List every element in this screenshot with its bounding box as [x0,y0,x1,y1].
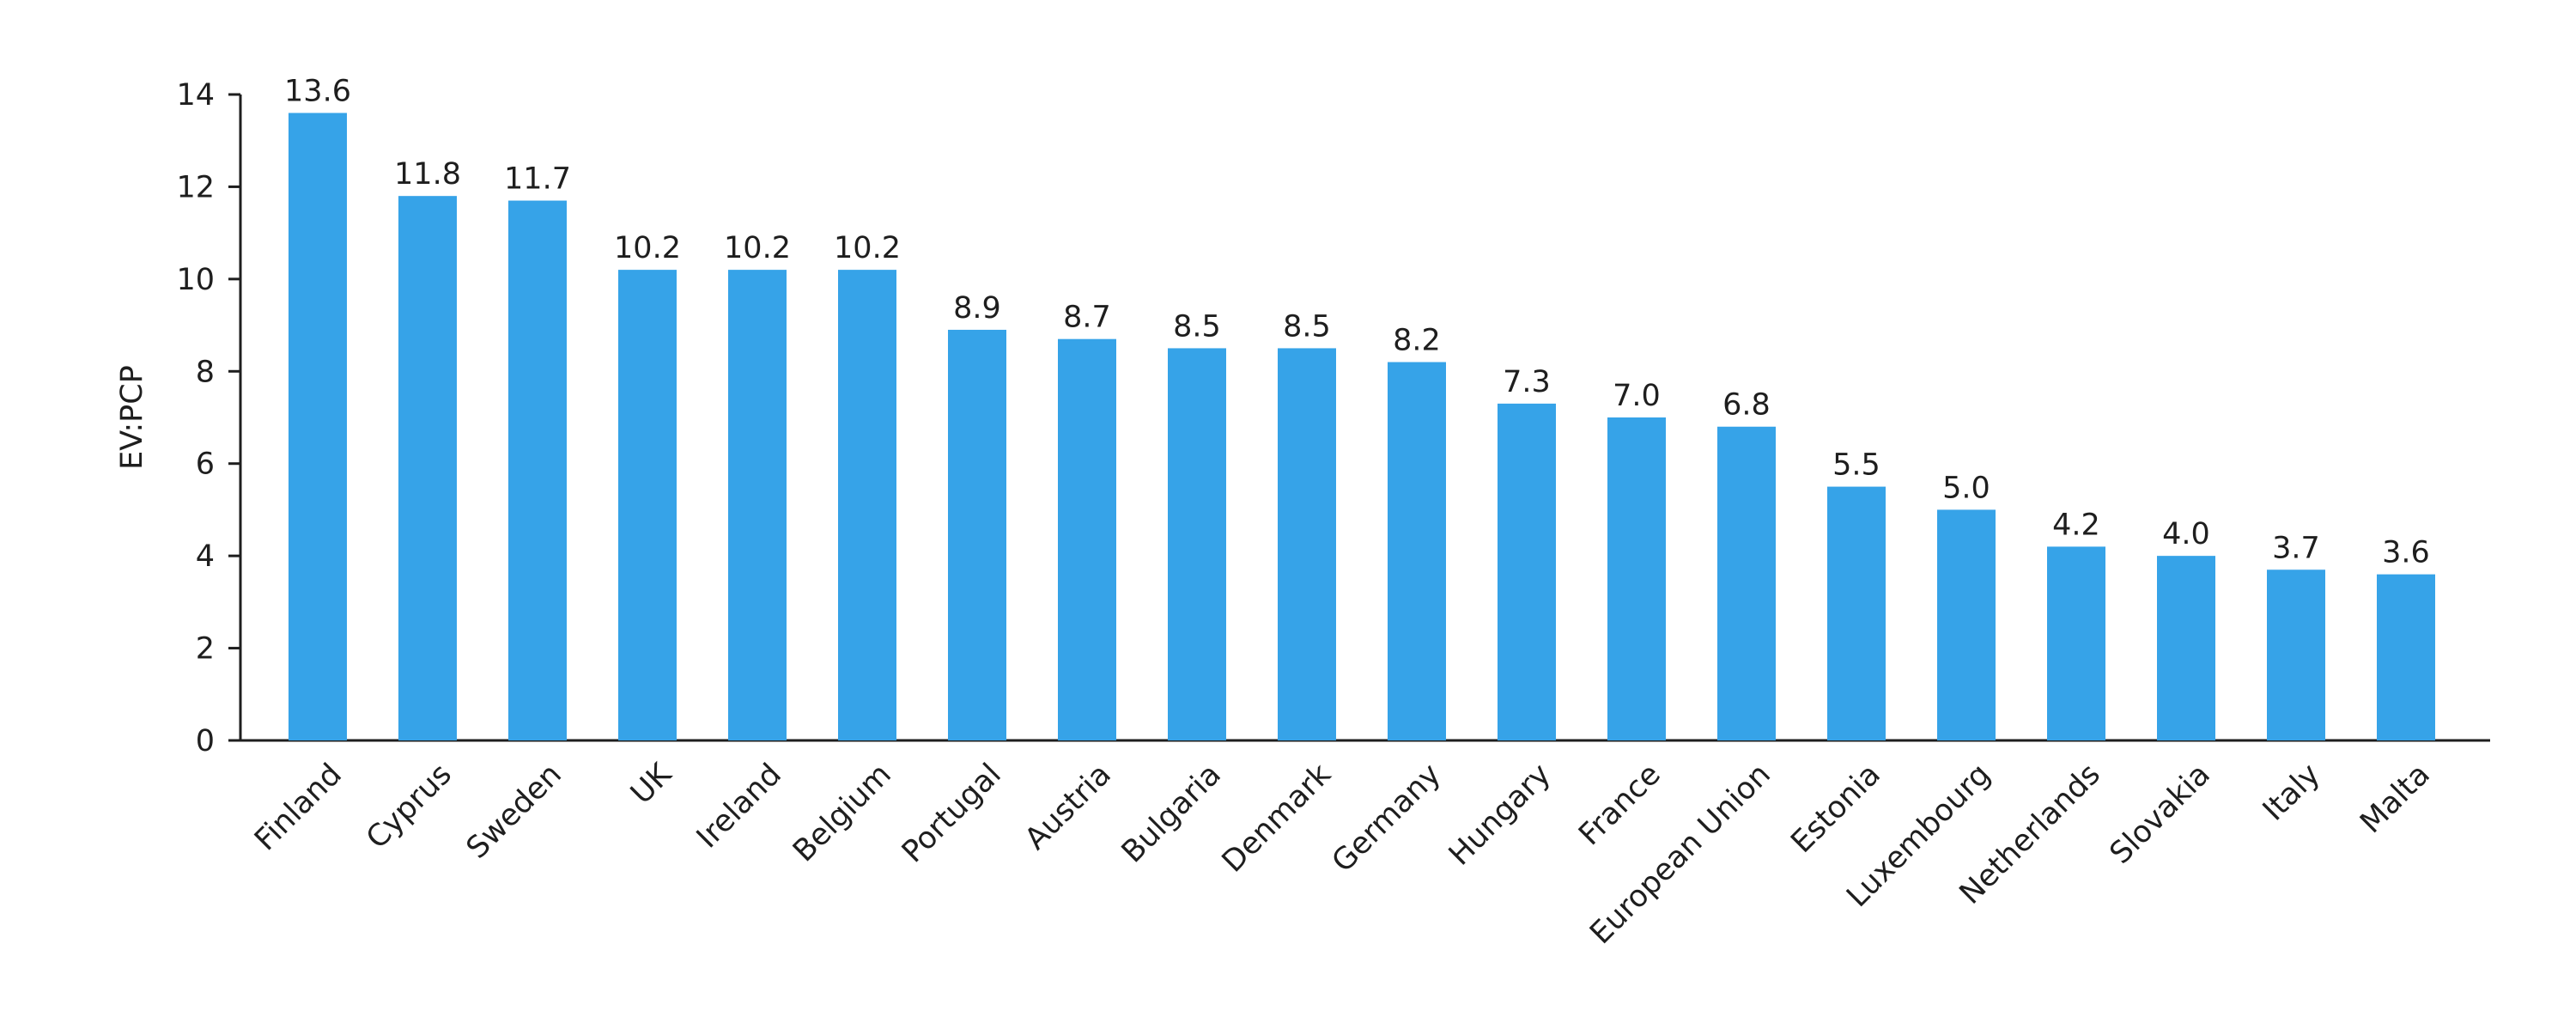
data-label: 8.9 [953,291,1001,326]
x-tick-label: Germany [1326,758,1448,880]
x-tick-label: UK [624,757,678,811]
bar [1278,348,1336,740]
x-tick-label: Italy [2257,758,2327,828]
y-tick-label: 10 [176,263,215,297]
x-tick-label: Finland [248,758,349,858]
bar [1058,338,1116,740]
data-label: 3.7 [2272,531,2320,565]
data-label: 7.0 [1613,379,1661,413]
bar [1937,509,1996,740]
y-tick-label: 0 [196,724,215,758]
y-tick-label: 6 [196,448,215,482]
data-label: 8.5 [1283,309,1331,344]
y-tick-label: 12 [176,170,215,204]
data-label: 8.2 [1393,324,1441,358]
bar [2047,546,2105,740]
bar [1607,417,1666,740]
x-tick-label: European Union [1583,758,1777,952]
data-label: 4.0 [2162,517,2210,551]
x-tick-label: Cyprus [360,758,459,856]
x-tick-label: Bulgaria [1115,758,1228,870]
data-label: 4.2 [2052,508,2100,542]
bar [618,270,677,741]
x-tick-label: Malta [2354,758,2437,841]
bar [1168,348,1226,740]
y-axis-title: EV:PCP [115,365,149,470]
data-label: 7.3 [1503,365,1551,399]
value-labels: 13.6 11.8 11.7 10.2 10.2 10.2 8.9 8.7 8.5 8.5 8.2 7… [284,74,2430,569]
bar [1388,362,1446,740]
x-tick-label: Austria [1018,758,1118,857]
bars [289,113,2435,741]
x-tick-label: France [1572,758,1668,853]
bar [1498,403,1556,740]
bar [948,329,1006,740]
bar [1717,426,1776,740]
bar [728,270,787,741]
data-label: 10.2 [834,231,901,265]
bar [1827,486,1886,740]
x-tick-label: Slovakia [2104,758,2217,871]
x-tick-label: Sweden [460,758,568,866]
x-tick-label: Denmark [1216,757,1339,880]
y-axis: 0 2 4 6 8 10 12 14 [176,78,242,758]
x-tick-label: Portugal [896,758,1008,870]
bar [398,196,457,740]
data-label: 6.8 [1722,388,1771,423]
bar [2267,569,2325,740]
x-tick-label: Ireland [690,758,788,856]
data-label: 13.6 [284,74,351,108]
bar [508,200,567,741]
data-label: 3.6 [2382,536,2430,570]
x-tick-label: Estonia [1785,758,1887,860]
x-tick-label: Hungary [1443,758,1558,873]
y-tick-label: 2 [196,632,215,667]
bar [2377,574,2435,740]
category-labels: Finland Cyprus Sweden UK IrelandBelgiumPortu… [248,757,2437,951]
bar [2157,556,2215,740]
data-label: 5.0 [1942,471,1990,505]
data-label: 8.7 [1063,301,1111,335]
bar [289,113,347,740]
data-label: 11.8 [394,157,461,192]
data-label: 10.2 [724,231,791,265]
data-label: 5.5 [1832,448,1880,483]
y-tick-label: 14 [176,78,215,113]
data-label: 10.2 [614,231,681,265]
bar [838,270,896,741]
data-label: 8.5 [1173,309,1221,344]
x-tick-label: Belgium [787,758,898,869]
y-tick-label: 8 [196,355,215,389]
y-tick-label: 4 [196,539,215,574]
data-label: 11.7 [504,162,571,197]
